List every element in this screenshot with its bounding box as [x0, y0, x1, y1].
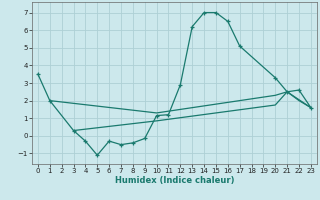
X-axis label: Humidex (Indice chaleur): Humidex (Indice chaleur)	[115, 176, 234, 185]
